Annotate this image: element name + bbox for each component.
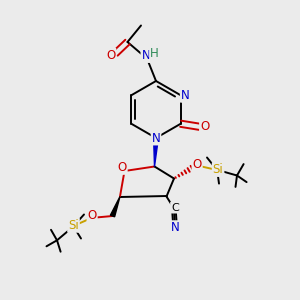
Text: Si: Si [68, 219, 79, 232]
Text: N: N [152, 131, 160, 145]
Text: C: C [171, 202, 179, 213]
Text: O: O [106, 49, 115, 62]
Text: N: N [170, 221, 179, 234]
Text: H: H [150, 46, 159, 60]
Text: O: O [200, 120, 209, 133]
Text: N: N [141, 49, 150, 62]
Text: N: N [181, 89, 190, 102]
Text: O: O [118, 161, 127, 174]
Text: O: O [193, 158, 202, 171]
Polygon shape [110, 196, 120, 217]
Polygon shape [154, 138, 158, 166]
Text: Si: Si [213, 163, 224, 176]
Text: O: O [88, 208, 97, 222]
